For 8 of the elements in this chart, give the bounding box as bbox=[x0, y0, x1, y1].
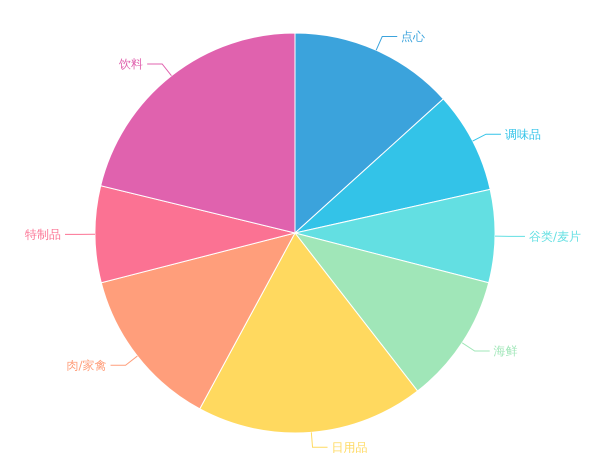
slice-label: 日用品 bbox=[332, 440, 368, 454]
slice-label: 点心 bbox=[401, 30, 426, 44]
slice-label: 特制品 bbox=[25, 228, 62, 242]
slice-label: 调味品 bbox=[504, 127, 541, 142]
slice-label: 谷类/麦片 bbox=[528, 230, 582, 244]
slice-label: 肉/家禽 bbox=[66, 358, 107, 373]
slice-label: 饮料 bbox=[118, 57, 144, 72]
slice-label: 海鲜 bbox=[494, 344, 518, 358]
